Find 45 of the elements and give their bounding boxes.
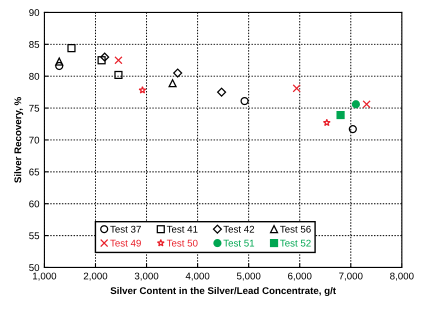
y-tick-label: 70: [29, 136, 40, 144]
legend-label: Test 41: [166, 226, 198, 233]
y-tick-label: 90: [29, 9, 40, 16]
x-axis-title: Silver Content in the Silver/Lead Concentrate, g/t: [110, 286, 336, 296]
x-tick-label: 1,000: [32, 272, 56, 281]
point: [114, 56, 123, 64]
legend-label: Test 37: [110, 226, 141, 233]
point: [240, 96, 249, 106]
y-tick-label: 55: [29, 232, 40, 240]
y-tick-label: 75: [29, 104, 40, 112]
point: [173, 68, 182, 78]
y-tick-label: 80: [29, 72, 40, 80]
x-tick-label: 7,000: [339, 272, 363, 281]
y-tick-label: 65: [29, 168, 40, 176]
point: [292, 84, 301, 92]
legend-label: Test 49: [110, 240, 141, 247]
legend-label: Test 51: [223, 240, 254, 247]
point: [98, 56, 106, 64]
point: [55, 57, 64, 66]
point: [114, 70, 123, 80]
point: [352, 100, 360, 108]
point: [67, 44, 76, 52]
x-tick-label: 5,000: [236, 272, 260, 281]
legend-label: Test 52: [280, 240, 311, 247]
point: [217, 88, 226, 97]
point: [138, 86, 146, 94]
point: [100, 52, 110, 62]
legend-label: Test 42: [223, 226, 254, 233]
point: [322, 118, 331, 126]
legend-label: Test 56: [280, 226, 311, 233]
point: [336, 110, 345, 120]
y-tick-label: 85: [29, 41, 40, 48]
x-tick-label: 4,000: [186, 272, 210, 281]
point: [55, 62, 64, 70]
x-tick-label: 8,000: [390, 272, 414, 281]
x-tick-label: 2,000: [84, 272, 108, 281]
point: [348, 125, 357, 134]
x-tick-label: 6,000: [288, 272, 312, 281]
x-tick-label: 3,000: [134, 272, 158, 281]
legend-label: Test 50: [166, 240, 198, 247]
y-tick-label: 50: [29, 264, 40, 272]
y-tick-label: 60: [29, 200, 40, 208]
y-axis-title: Silver Recovery, %: [14, 97, 24, 183]
point: [168, 79, 177, 88]
point: [362, 100, 371, 108]
